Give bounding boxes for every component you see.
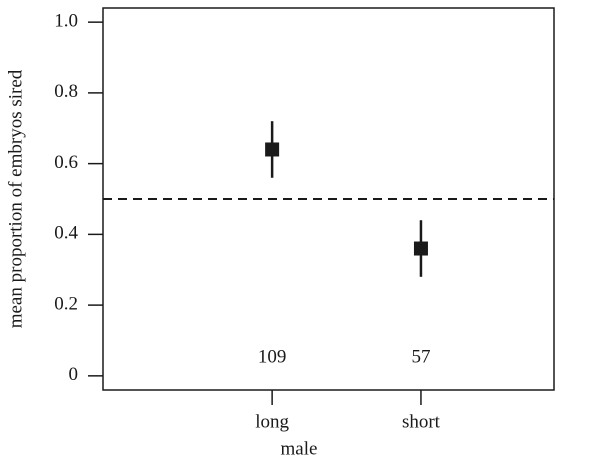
sample-size: 57 bbox=[411, 346, 430, 367]
point bbox=[265, 142, 280, 157]
x-tick-label: short bbox=[402, 411, 441, 432]
y-axis-label: mean proportion of embryos sired bbox=[5, 69, 26, 328]
point bbox=[413, 241, 428, 256]
y-tick-label: 0.2 bbox=[54, 293, 78, 314]
y-tick-label: 0 bbox=[69, 364, 79, 385]
y-tick-label: 0.8 bbox=[54, 81, 78, 102]
y-tick-label: 0.4 bbox=[54, 223, 78, 244]
y-tick-label: 0.6 bbox=[54, 152, 78, 173]
x-tick-label: long bbox=[255, 411, 289, 432]
sample-size: 109 bbox=[258, 346, 287, 367]
y-tick-label: 1.0 bbox=[54, 11, 78, 32]
x-axis-label: male bbox=[281, 438, 318, 459]
